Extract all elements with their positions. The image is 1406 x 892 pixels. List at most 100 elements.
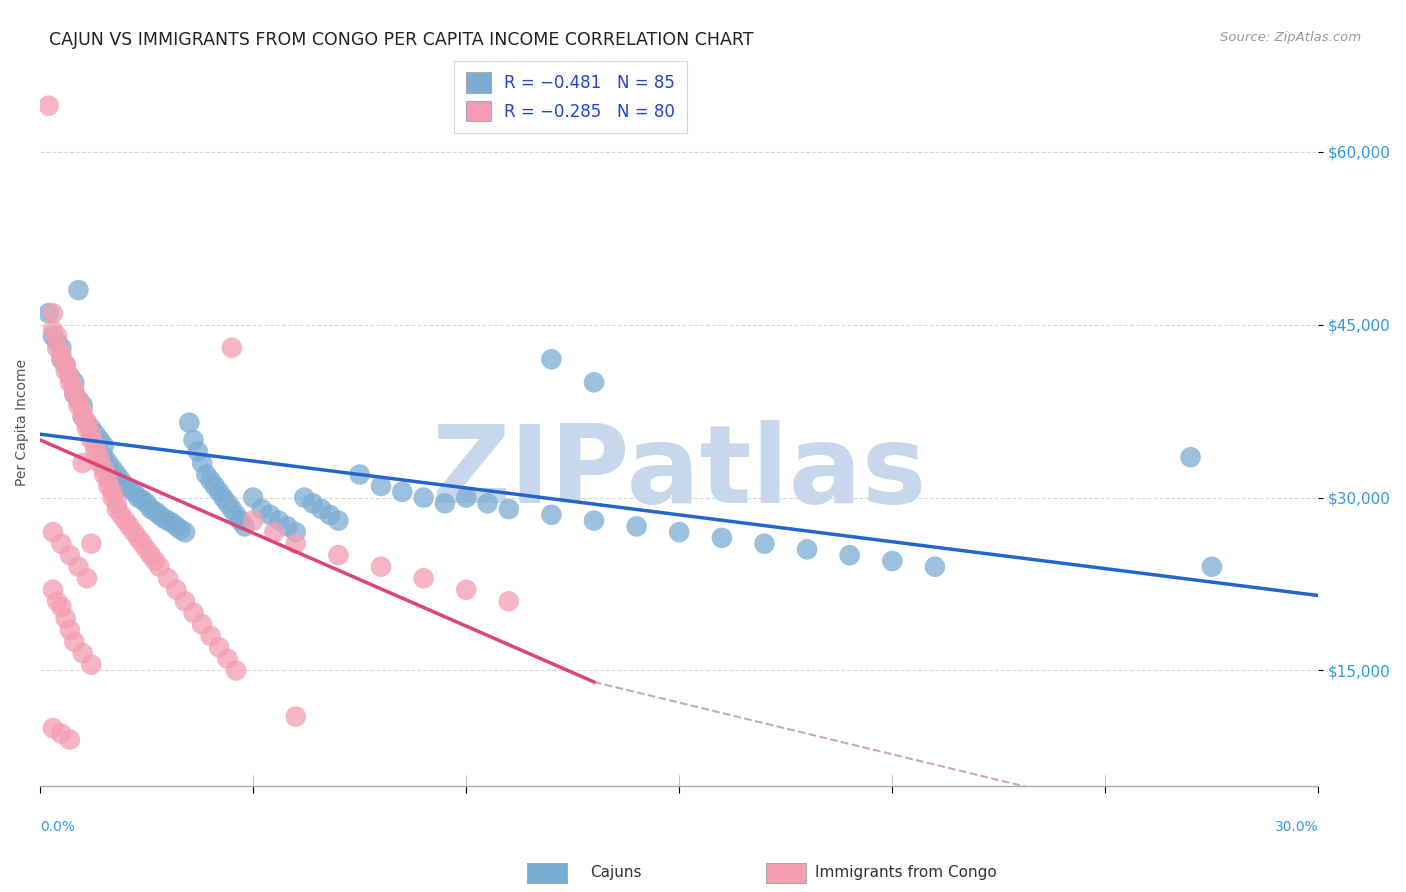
- Point: [72, 404, 94, 418]
- Point: [55, 358, 77, 372]
- Point: [242, 514, 264, 528]
- Point: [301, 496, 323, 510]
- Point: [183, 433, 205, 447]
- Point: [51, 727, 73, 741]
- Point: [1201, 559, 1223, 574]
- Point: [208, 640, 231, 655]
- Point: [292, 491, 315, 505]
- Point: [97, 473, 120, 487]
- Point: [208, 484, 231, 499]
- Point: [59, 369, 82, 384]
- Point: [139, 548, 162, 562]
- Point: [89, 433, 111, 447]
- Point: [433, 496, 456, 510]
- Point: [170, 523, 193, 537]
- Point: [135, 542, 157, 557]
- Point: [284, 536, 307, 550]
- Point: [127, 531, 149, 545]
- Point: [76, 416, 98, 430]
- Point: [204, 479, 226, 493]
- Point: [1180, 450, 1202, 465]
- Point: [51, 600, 73, 615]
- Point: [259, 508, 281, 522]
- Point: [924, 559, 946, 574]
- Point: [42, 525, 65, 540]
- Point: [148, 508, 170, 522]
- Point: [156, 514, 179, 528]
- Point: [89, 450, 111, 465]
- Point: [42, 329, 65, 343]
- Point: [55, 611, 77, 625]
- Point: [477, 496, 499, 510]
- Point: [76, 571, 98, 585]
- Point: [72, 646, 94, 660]
- Point: [67, 559, 90, 574]
- Point: [174, 525, 197, 540]
- Point: [328, 548, 350, 562]
- Point: [72, 409, 94, 424]
- Point: [191, 617, 214, 632]
- Point: [101, 484, 124, 499]
- Point: [225, 508, 247, 522]
- Point: [131, 536, 153, 550]
- Point: [838, 548, 860, 562]
- Point: [46, 334, 69, 349]
- Point: [38, 306, 60, 320]
- Point: [42, 323, 65, 337]
- Point: [195, 467, 218, 482]
- Point: [46, 329, 69, 343]
- Point: [349, 467, 371, 482]
- Point: [51, 346, 73, 360]
- Point: [229, 514, 252, 528]
- Point: [456, 582, 478, 597]
- Point: [370, 479, 392, 493]
- Point: [46, 594, 69, 608]
- Point: [105, 496, 128, 510]
- Point: [101, 491, 124, 505]
- Point: [276, 519, 298, 533]
- Point: [51, 536, 73, 550]
- Point: [250, 502, 273, 516]
- Point: [55, 364, 77, 378]
- Point: [63, 376, 86, 390]
- Point: [72, 398, 94, 412]
- Point: [42, 582, 65, 597]
- Point: [328, 514, 350, 528]
- Point: [148, 559, 170, 574]
- Point: [84, 439, 107, 453]
- Point: [80, 433, 103, 447]
- Point: [191, 456, 214, 470]
- Point: [498, 594, 520, 608]
- Point: [412, 491, 434, 505]
- Point: [319, 508, 342, 522]
- Point: [80, 427, 103, 442]
- Point: [63, 634, 86, 648]
- Point: [101, 462, 124, 476]
- Point: [97, 479, 120, 493]
- Point: [754, 536, 776, 550]
- Point: [263, 525, 285, 540]
- Point: [93, 450, 115, 465]
- Point: [63, 387, 86, 401]
- Text: 0.0%: 0.0%: [41, 821, 75, 834]
- Point: [93, 439, 115, 453]
- Point: [166, 519, 188, 533]
- Point: [72, 409, 94, 424]
- Legend: R = −0.481   N = 85, R = −0.285   N = 80: R = −0.481 N = 85, R = −0.285 N = 80: [454, 61, 688, 133]
- Point: [93, 462, 115, 476]
- Point: [217, 496, 239, 510]
- Point: [89, 456, 111, 470]
- Text: ZIPatlas: ZIPatlas: [432, 420, 927, 526]
- Point: [122, 484, 145, 499]
- Point: [200, 473, 222, 487]
- Point: [179, 416, 201, 430]
- Point: [59, 369, 82, 384]
- Point: [267, 514, 290, 528]
- Point: [114, 514, 136, 528]
- Y-axis label: Per Capita Income: Per Capita Income: [15, 359, 30, 486]
- Point: [796, 542, 818, 557]
- Point: [76, 416, 98, 430]
- Point: [139, 502, 162, 516]
- Point: [80, 536, 103, 550]
- Point: [114, 479, 136, 493]
